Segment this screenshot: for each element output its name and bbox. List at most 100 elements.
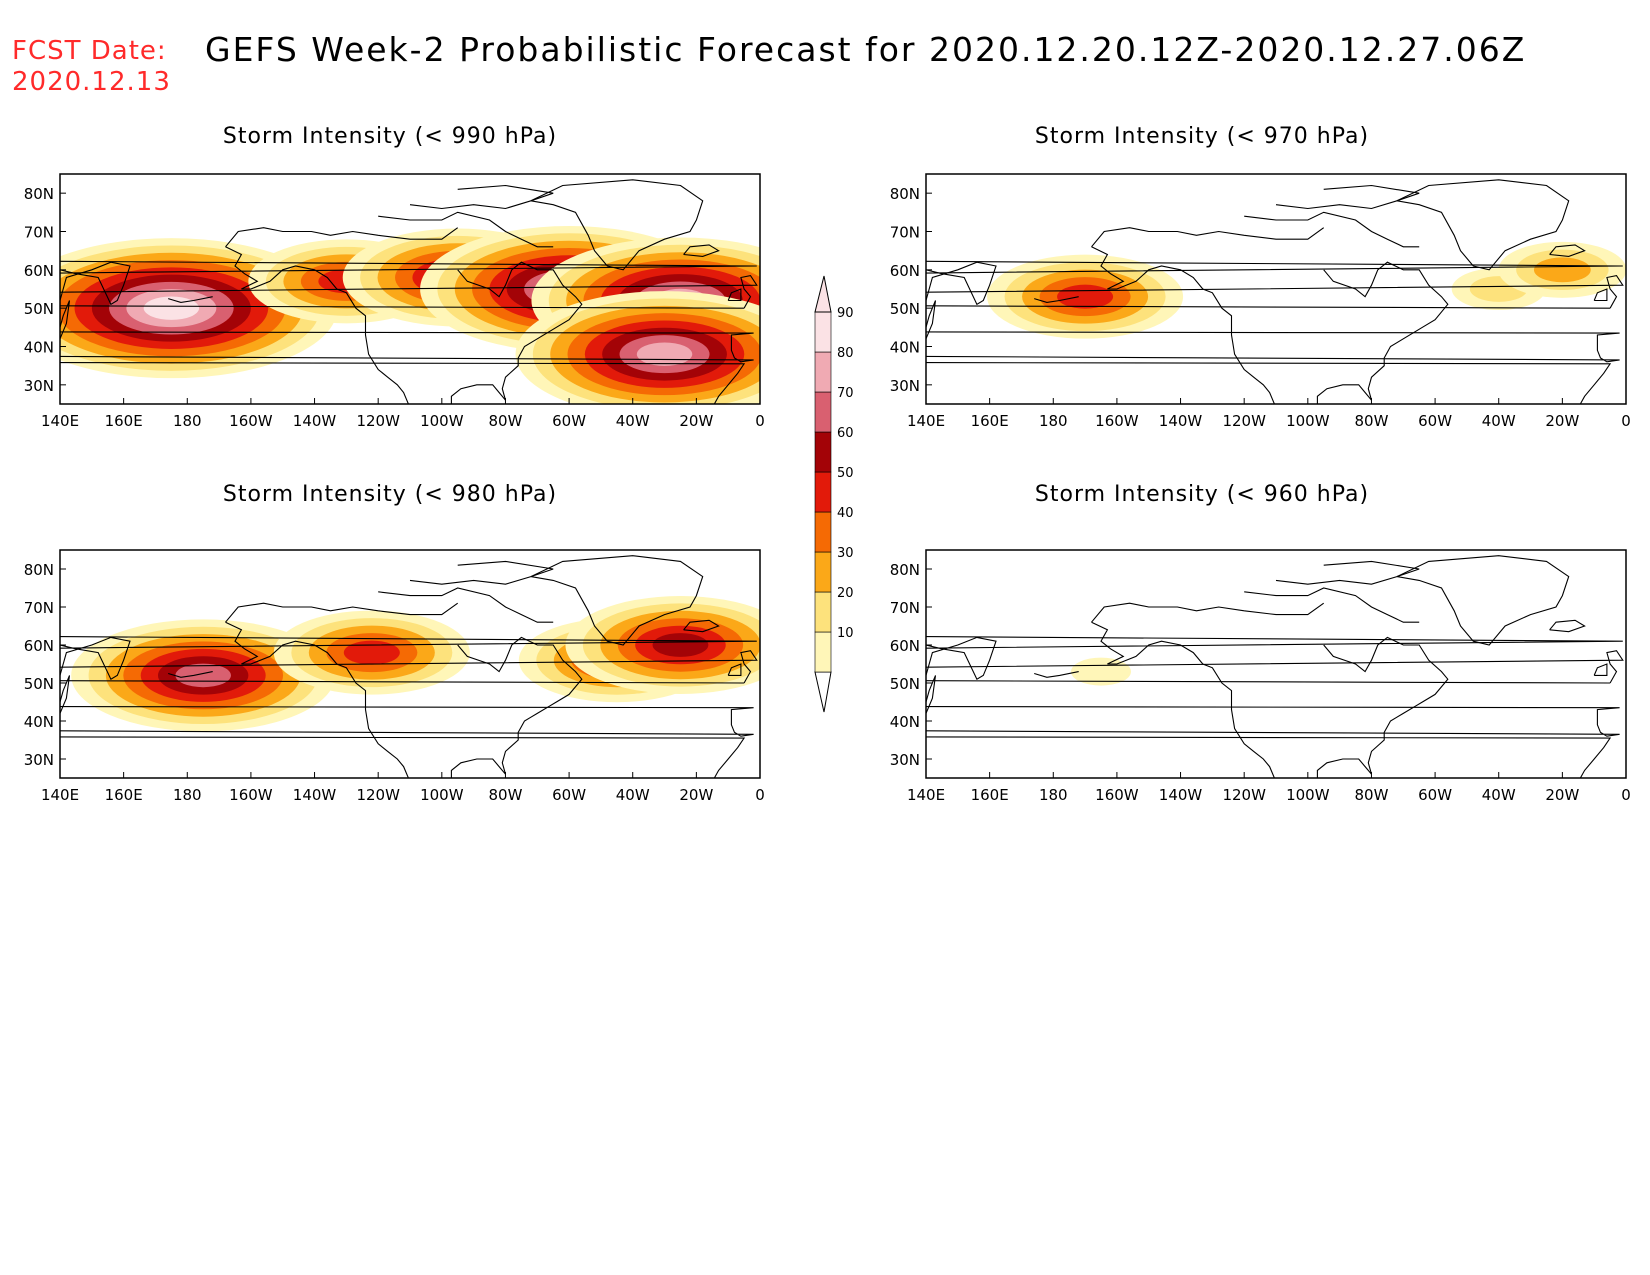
x-tick-label-0-11: 0 (755, 412, 765, 430)
coast-line-2-6 (450, 758, 506, 778)
coast-line-2-10 (683, 619, 720, 633)
probability-field-0 (60, 226, 760, 404)
x-tick-label-1-1: 160E (971, 412, 1009, 430)
y-tick-label-0-3: 50N (24, 300, 54, 318)
colorbar-label-1: 20 (837, 586, 854, 601)
x-tick-label-3-8: 60W (1418, 786, 1452, 804)
x-tick-label-2-1: 160E (105, 786, 143, 804)
coast-line-1-0 (926, 261, 997, 306)
x-tick-label-0-9: 40W (616, 412, 650, 430)
x-tick-label-2-8: 60W (552, 786, 586, 804)
y-tick-label-2-4: 40N (24, 713, 54, 731)
x-tick-label-3-4: 140W (1159, 786, 1203, 804)
coast-line-1-8 (1275, 184, 1420, 210)
panel-title-970: Storm Intensity (< 970 hPa) (1034, 124, 1370, 149)
colorbar-swatch-1 (814, 591, 832, 633)
coast-line-0-15 (60, 260, 757, 274)
y-tick-label-1-0: 80N (890, 185, 920, 203)
colorbar-label-3: 40 (837, 506, 854, 521)
coast-line-3-15 (926, 636, 1623, 649)
x-tick-label-2-9: 40W (616, 786, 650, 804)
coast-line-2-4 (168, 671, 213, 678)
coast-line-3-5 (1323, 636, 1449, 775)
coast-line-0-5 (457, 261, 583, 401)
y-tick-label-0-1: 70N (24, 224, 54, 242)
prob-contour-2-0-6 (175, 663, 231, 688)
coast-line-1-12 (1593, 288, 1608, 302)
x-tick-label-2-4: 140W (293, 786, 337, 804)
x-tick-label-1-5: 120W (1222, 412, 1266, 430)
colorbar-swatch-2 (814, 551, 832, 593)
x-tick-label-1-11: 0 (1621, 412, 1631, 430)
x-tick-label-0-1: 160E (105, 412, 143, 430)
panel-axes-1: 140E 160E 180 160W 140W 120W 100W 80W 60W 40W 20W 0… (890, 173, 1631, 430)
map-frame-0 (59, 173, 761, 405)
colorbar-swatch-6 (814, 391, 832, 433)
coast-line-1-11 (926, 274, 1624, 309)
y-tick-label-1-1: 70N (890, 224, 920, 242)
x-tick-label-2-2: 180 (173, 786, 202, 804)
x-tick-label-3-7: 80W (1354, 786, 1388, 804)
x-tick-label-1-0: 140E (907, 412, 945, 430)
x-tick-label-2-6: 100W (420, 786, 464, 804)
x-tick-label-0-5: 120W (356, 412, 400, 430)
colorbar: 10 20 30 40 50 60 70 80 90 (814, 275, 854, 713)
coast-line-2-3 (225, 621, 409, 778)
x-tick-label-2-0: 140E (41, 786, 79, 804)
coast-line-0-14 (60, 362, 746, 404)
x-tick-label-1-8: 60W (1418, 412, 1452, 430)
prob-contour-3-0-0 (1071, 657, 1131, 686)
panel-title-960: Storm Intensity (< 960 hPa) (1034, 482, 1370, 507)
x-tick-label-3-2: 180 (1039, 786, 1068, 804)
x-tick-label-0-3: 160W (229, 412, 273, 430)
colorbar-swatch-5 (814, 431, 832, 473)
coast-line-1-13 (926, 331, 1620, 363)
coast-line-0-10 (683, 244, 720, 257)
coast-line-2-13 (60, 705, 754, 737)
x-tick-label-0-6: 100W (420, 412, 464, 430)
coastline-1 (926, 179, 1624, 404)
prob-contour-1-2-2 (1533, 257, 1591, 283)
x-tick-label-2-7: 80W (488, 786, 522, 804)
panel-axes-2: 140E 160E 180 160W 140W 120W 100W 80W 60W 40W 20W 0… (24, 549, 765, 804)
prob-contour-1-0-4 (1057, 284, 1114, 309)
y-tick-label-3-5: 30N (890, 751, 920, 769)
coast-line-2-1 (60, 675, 71, 714)
probability-field-3 (1071, 657, 1131, 686)
coastline-2 (60, 555, 758, 778)
coast-line-3-13 (926, 705, 1620, 737)
prob-contour-0-5-7 (636, 342, 693, 366)
coast-line-1-1 (926, 300, 937, 340)
x-tick-label-0-0: 140E (41, 412, 79, 430)
y-tick-label-0-2: 60N (24, 262, 54, 280)
colorbar-swatch-7 (814, 351, 832, 393)
coast-line-3-0 (926, 636, 997, 680)
y-tick-label-1-4: 40N (890, 339, 920, 357)
coast-line-1-10 (1549, 244, 1586, 257)
panel-axes-3: 140E 160E 180 160W 140W 120W 100W 80W 60W 40W 20W 0… (890, 549, 1631, 804)
x-tick-label-1-3: 160W (1095, 412, 1139, 430)
coast-line-3-6 (1316, 758, 1372, 778)
y-tick-label-1-3: 50N (890, 300, 920, 318)
x-tick-label-0-4: 140W (293, 412, 337, 430)
y-tick-label-2-1: 70N (24, 599, 54, 617)
y-tick-label-3-0: 80N (890, 561, 920, 579)
coastline-3 (926, 555, 1624, 778)
x-tick-label-3-3: 160W (1095, 786, 1139, 804)
coast-line-0-2 (225, 227, 459, 248)
colorbar-label-7: 80 (837, 346, 854, 361)
y-tick-label-1-5: 30N (890, 377, 920, 395)
page-title: GEFS Week-2 Probabilistic Forecast for 2… (205, 30, 1527, 69)
x-tick-label-1-9: 40W (1482, 412, 1516, 430)
colorbar-low-cap (814, 671, 832, 713)
x-tick-label-3-9: 40W (1482, 786, 1516, 804)
colorbar-swatch-4 (814, 471, 832, 513)
colorbar-high-cap (814, 275, 832, 313)
x-tick-label-1-7: 80W (1354, 412, 1388, 430)
x-tick-label-3-5: 120W (1222, 786, 1266, 804)
x-tick-label-1-6: 100W (1286, 412, 1330, 430)
coast-line-1-2 (1091, 227, 1325, 248)
forecast-date-label: FCST Date: (12, 36, 167, 66)
coast-line-3-3 (1091, 621, 1275, 778)
probability-field-1 (987, 241, 1626, 339)
